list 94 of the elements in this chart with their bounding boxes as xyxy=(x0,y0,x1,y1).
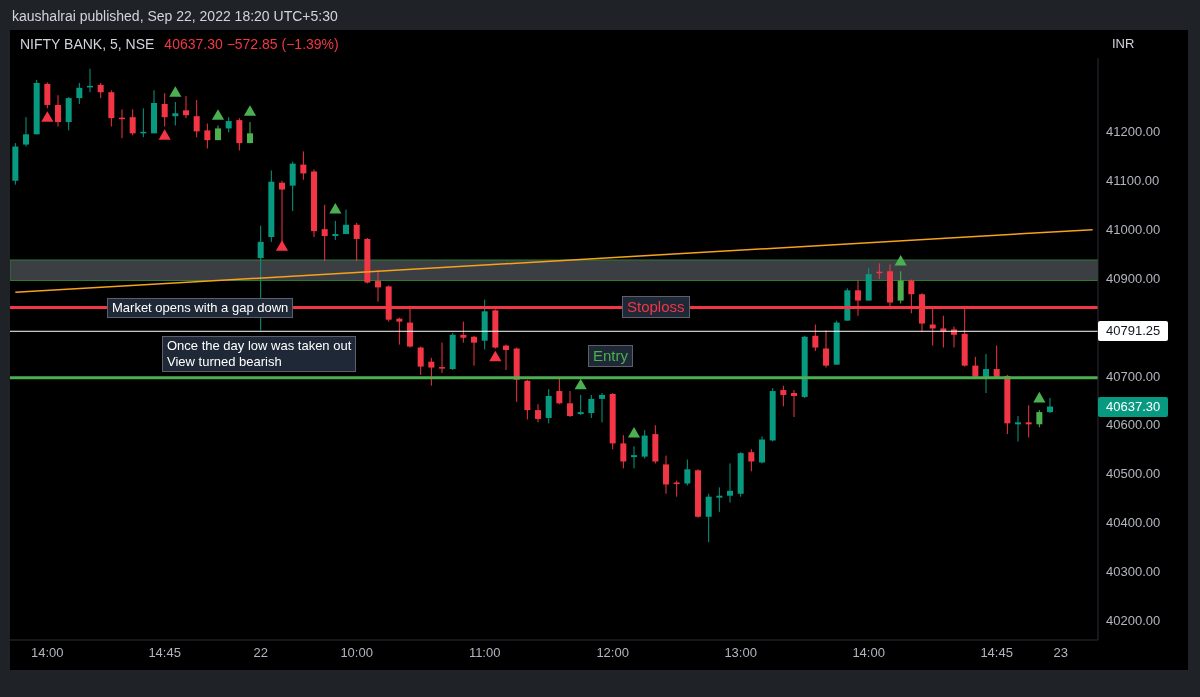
point xyxy=(169,86,182,97)
candlestick xyxy=(375,269,382,303)
candlestick xyxy=(620,434,627,469)
candlestick xyxy=(716,486,723,513)
candlestick xyxy=(577,394,584,416)
x-tick-label: 13:00 xyxy=(724,645,757,661)
point xyxy=(275,240,289,251)
y-tick-label: 40300.00 xyxy=(1106,564,1161,580)
candlestick xyxy=(332,220,339,241)
x-tick-label: 23 xyxy=(1053,645,1068,661)
x-tick-label: 14:45 xyxy=(980,645,1013,661)
candlestick xyxy=(65,96,72,131)
point xyxy=(1033,391,1046,403)
point xyxy=(41,111,54,122)
candlestick xyxy=(545,388,552,424)
chart-title: NIFTY BANK, 5, NSE xyxy=(20,36,155,52)
candlestick xyxy=(343,209,350,235)
y-tick-label: 40400.00 xyxy=(1106,515,1161,531)
ref-line-label: Stoploss xyxy=(622,296,690,319)
annotation: Once the day low was taken out View turned bearish xyxy=(162,336,357,372)
candlestick xyxy=(812,324,819,352)
candlestick xyxy=(641,429,648,460)
point xyxy=(489,350,502,362)
x-tick-label: 10:00 xyxy=(340,645,373,661)
candlestick xyxy=(204,123,211,149)
candlestick xyxy=(780,385,787,407)
chart-subtitle: 40637.30 −572.85 (−1.39%) xyxy=(164,36,339,52)
candlestick xyxy=(300,150,307,181)
annotation: Market opens with a gap down xyxy=(107,298,294,318)
candlestick xyxy=(663,455,670,495)
point xyxy=(627,427,641,438)
point xyxy=(329,203,342,214)
candlestick xyxy=(599,392,606,423)
ref-line-label: Entry xyxy=(588,344,634,367)
y-tick-label: 40600.00 xyxy=(1106,417,1161,433)
candlestick xyxy=(897,270,904,305)
candlestick xyxy=(791,389,798,418)
candlestick xyxy=(471,335,478,367)
y-tick-label: 40500.00 xyxy=(1106,466,1161,482)
point xyxy=(158,129,171,140)
candlestick xyxy=(567,390,574,418)
candlestick xyxy=(44,81,51,109)
point xyxy=(243,105,257,116)
candlestick xyxy=(460,321,467,344)
x-tick-label: 22 xyxy=(253,645,268,661)
ref-line-label: 40791.25 xyxy=(1098,321,1169,342)
candlestick xyxy=(183,95,190,119)
x-tick-label: 14:45 xyxy=(148,645,181,661)
point xyxy=(211,109,225,120)
point xyxy=(894,254,907,266)
point xyxy=(574,378,587,390)
candlestick xyxy=(1015,415,1022,442)
candlestick xyxy=(55,94,62,127)
candlestick xyxy=(727,462,734,504)
candlestick xyxy=(748,448,755,472)
candlestick xyxy=(535,403,542,423)
candlestick xyxy=(236,117,243,151)
y-tick-label: 41200.00 xyxy=(1106,123,1161,139)
y-tick-label: 41000.00 xyxy=(1106,221,1161,237)
candlestick xyxy=(705,493,712,543)
y-tick-label: 40900.00 xyxy=(1106,270,1161,286)
x-tick-label: 14:00 xyxy=(852,645,885,661)
text: kaushalrai published, Sep 22, 2022 18:20 UTC+5:30 xyxy=(12,8,338,24)
candlestick xyxy=(321,204,328,262)
candlestick xyxy=(76,82,83,105)
candlestick xyxy=(823,329,830,369)
candlestick xyxy=(631,445,638,469)
y-tick-label: 40700.00 xyxy=(1106,368,1161,384)
candlestick xyxy=(503,344,510,371)
x-tick-label: 12:00 xyxy=(596,645,629,661)
candlestick xyxy=(428,357,435,387)
x-tick-label: 14:00 xyxy=(31,645,64,661)
candlestick xyxy=(353,222,360,262)
y-axis-title: INR xyxy=(1112,36,1135,51)
text: 40637.30 xyxy=(1098,396,1169,417)
candlestick xyxy=(439,342,446,374)
candlestick xyxy=(161,92,168,127)
candlestick xyxy=(1047,397,1054,414)
candlestick xyxy=(172,101,179,126)
candlestick xyxy=(588,394,595,419)
candlestick xyxy=(556,377,563,405)
candlestick xyxy=(940,315,947,349)
candlestick xyxy=(289,161,296,212)
candlestick xyxy=(417,346,424,376)
y-tick-label: 40200.00 xyxy=(1106,613,1161,629)
x-tick-label: 11:00 xyxy=(468,645,501,661)
candlestick xyxy=(759,436,766,464)
candlestick xyxy=(396,317,403,346)
candlestick xyxy=(193,99,200,138)
candlestick xyxy=(23,116,30,148)
candlestick xyxy=(129,108,136,136)
y-tick-label: 41100.00 xyxy=(1106,172,1160,188)
candlestick xyxy=(684,459,691,486)
candlestick xyxy=(1025,404,1032,439)
